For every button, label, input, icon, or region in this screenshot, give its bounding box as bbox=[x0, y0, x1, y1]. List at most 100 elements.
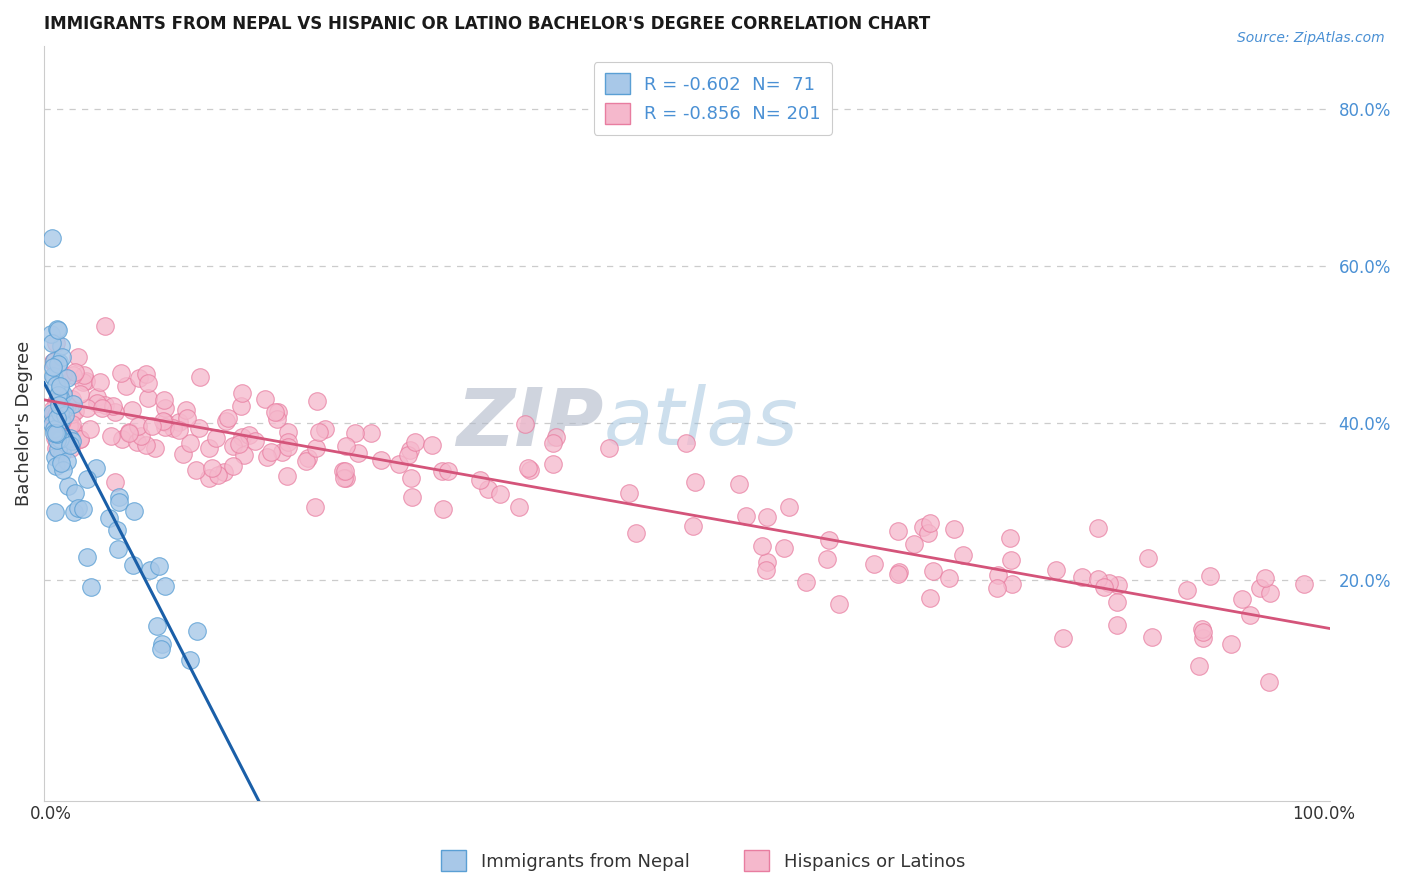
Point bbox=[222, 458, 245, 473]
Point bbox=[69, 387, 91, 401]
Point bbox=[1232, 591, 1254, 606]
Point bbox=[541, 436, 564, 450]
Point bbox=[179, 436, 201, 450]
Point bbox=[46, 323, 69, 337]
Point bbox=[217, 411, 239, 425]
Point bbox=[1140, 630, 1163, 644]
Point bbox=[332, 464, 354, 478]
Point bbox=[1087, 572, 1109, 586]
Point bbox=[815, 552, 838, 566]
Point bbox=[141, 419, 163, 434]
Point bbox=[277, 425, 299, 439]
Point bbox=[107, 490, 129, 504]
Point bbox=[84, 460, 107, 475]
Point bbox=[215, 414, 238, 428]
Point bbox=[44, 369, 66, 384]
Point bbox=[56, 453, 79, 467]
Point bbox=[259, 445, 281, 459]
Point bbox=[45, 394, 67, 409]
Point bbox=[76, 401, 98, 416]
Point bbox=[624, 526, 647, 541]
Point bbox=[388, 457, 411, 471]
Point bbox=[65, 485, 87, 500]
Point bbox=[343, 426, 366, 441]
Point bbox=[60, 407, 83, 421]
Point bbox=[685, 475, 707, 490]
Point bbox=[162, 421, 184, 435]
Point bbox=[44, 450, 66, 464]
Point bbox=[243, 434, 266, 449]
Point bbox=[49, 378, 72, 392]
Y-axis label: Bachelor's Degree: Bachelor's Degree bbox=[15, 341, 32, 506]
Point bbox=[149, 642, 172, 657]
Point bbox=[197, 471, 219, 485]
Text: Source: ZipAtlas.com: Source: ZipAtlas.com bbox=[1237, 31, 1385, 45]
Point bbox=[755, 555, 778, 569]
Point bbox=[186, 463, 208, 477]
Point bbox=[1136, 551, 1159, 566]
Point bbox=[69, 433, 91, 447]
Point bbox=[46, 442, 69, 457]
Point bbox=[146, 619, 169, 633]
Point bbox=[231, 430, 253, 444]
Point bbox=[231, 386, 253, 401]
Point bbox=[773, 541, 796, 556]
Point bbox=[45, 411, 67, 425]
Point bbox=[122, 558, 145, 573]
Point bbox=[546, 430, 568, 444]
Point bbox=[305, 442, 328, 456]
Text: IMMIGRANTS FROM NEPAL VS HISPANIC OR LATINO BACHELOR'S DEGREE CORRELATION CHART: IMMIGRANTS FROM NEPAL VS HISPANIC OR LAT… bbox=[44, 15, 931, 33]
Point bbox=[94, 398, 117, 412]
Point bbox=[105, 523, 128, 537]
Point bbox=[172, 447, 194, 461]
Point bbox=[332, 471, 354, 485]
Point bbox=[174, 402, 197, 417]
Point bbox=[231, 399, 253, 413]
Point bbox=[67, 500, 90, 515]
Point bbox=[41, 409, 63, 424]
Point bbox=[60, 417, 83, 431]
Point bbox=[256, 450, 278, 465]
Point bbox=[432, 464, 454, 478]
Point bbox=[952, 549, 974, 563]
Point bbox=[41, 369, 63, 384]
Point bbox=[153, 401, 176, 415]
Point bbox=[401, 490, 423, 504]
Point bbox=[1192, 625, 1215, 640]
Point bbox=[44, 505, 66, 519]
Point bbox=[233, 448, 256, 462]
Point bbox=[267, 405, 290, 419]
Point bbox=[136, 391, 159, 405]
Point bbox=[127, 435, 149, 450]
Point bbox=[1191, 622, 1213, 636]
Point bbox=[60, 441, 83, 455]
Point bbox=[863, 557, 886, 571]
Point bbox=[1001, 577, 1024, 591]
Point bbox=[42, 359, 65, 374]
Point bbox=[1199, 569, 1222, 583]
Point bbox=[238, 427, 260, 442]
Point bbox=[73, 368, 96, 383]
Point bbox=[335, 439, 357, 453]
Legend: R = -0.602  N=  71, R = -0.856  N= 201: R = -0.602 N= 71, R = -0.856 N= 201 bbox=[593, 62, 832, 135]
Point bbox=[51, 414, 73, 428]
Point bbox=[541, 458, 564, 472]
Point bbox=[60, 392, 83, 406]
Point bbox=[138, 563, 160, 577]
Point bbox=[135, 438, 157, 452]
Point bbox=[152, 393, 174, 408]
Point bbox=[48, 381, 70, 395]
Point bbox=[370, 452, 392, 467]
Point bbox=[167, 423, 190, 437]
Point bbox=[45, 441, 67, 455]
Point bbox=[921, 565, 943, 579]
Point bbox=[46, 426, 69, 441]
Point bbox=[46, 357, 69, 371]
Point bbox=[488, 486, 510, 500]
Point bbox=[152, 413, 174, 427]
Point bbox=[911, 520, 934, 534]
Point bbox=[1175, 583, 1198, 598]
Point bbox=[49, 390, 72, 404]
Point bbox=[104, 475, 127, 489]
Point bbox=[1258, 586, 1281, 600]
